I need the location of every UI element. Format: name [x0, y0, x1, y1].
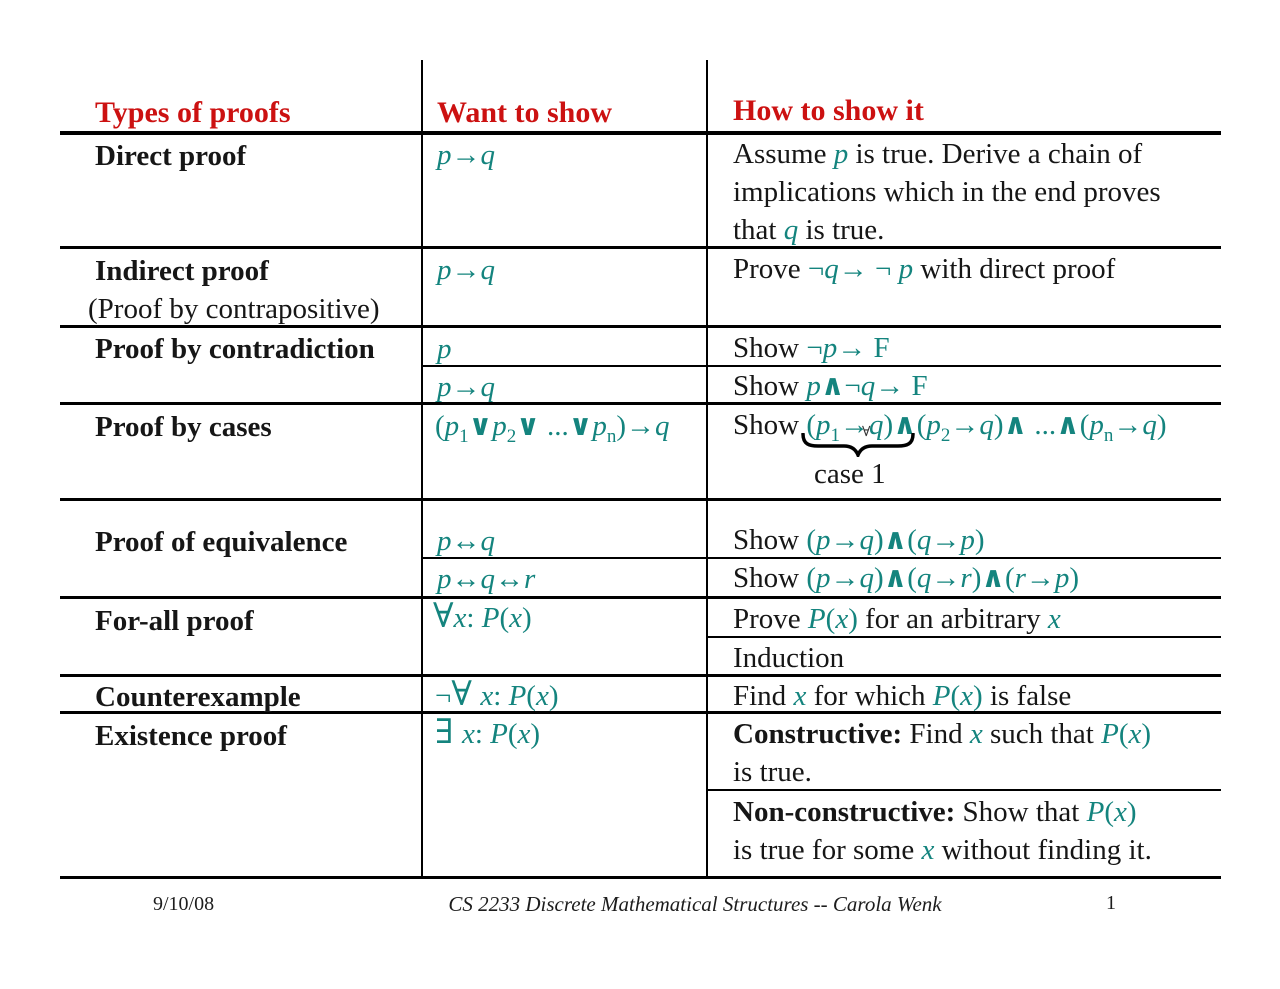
cell-existence-how-a-line2: is true. — [733, 756, 812, 788]
row-rule-equivalence — [60, 596, 1221, 599]
cell-contradiction-type: Proof by contradiction — [95, 333, 375, 365]
row-rule-counterexample — [60, 711, 1221, 714]
cell-existence-type: Existence proof — [95, 720, 287, 752]
row-rule-indirect — [60, 325, 1221, 328]
underbrace — [799, 433, 917, 457]
cell-cases-want: (p1∨p2∨ ...∨pn)→q — [435, 410, 670, 447]
cell-forall-how-a: Prove P(x) for an arbitrary x — [733, 603, 1061, 635]
cell-contradiction-want-b: p→q — [437, 371, 495, 403]
footer-course-title: CS 2233 Discrete Mathematical Structures… — [448, 892, 942, 916]
subrow-rule-existence — [706, 789, 1221, 791]
cell-indirect-type-line2: (Proof by contrapositive) — [88, 293, 380, 325]
cell-direct-how-line2: implications which in the end proves — [733, 176, 1161, 208]
case1-label: case 1 — [814, 458, 886, 490]
cell-existence-how-b-line2: is true for some x without finding it. — [733, 834, 1152, 866]
cell-indirect-how: Prove ¬q→ ¬ p with direct proof — [733, 253, 1116, 285]
cell-equivalence-how-b: Show (p→q)∧(q→r)∧(r→p) — [733, 562, 1080, 594]
cell-equivalence-want-b: p↔q↔r — [437, 563, 536, 595]
cell-existence-want: ∃ x: P(x) — [435, 714, 541, 751]
row-rule-cases — [60, 498, 1221, 501]
cell-existence-how-a-line1: Constructive: Find x such that P(x) — [733, 718, 1152, 750]
header-want-to-show: Want to show — [437, 96, 613, 129]
cell-equivalence-how-a: Show (p→q)∧(q→p) — [733, 524, 985, 556]
tiny-forall-glyph: ∀ — [862, 425, 871, 440]
cell-direct-how-line1: Assume p is true. Derive a chain of — [733, 138, 1143, 170]
cell-direct-how-line3: that q is true. — [733, 214, 885, 246]
header-how-to-show-it: How to show it — [733, 94, 924, 127]
cell-indirect-want: p→q — [437, 254, 495, 286]
cell-indirect-type-line1: Indirect proof — [95, 255, 269, 287]
row-rule-forall — [60, 674, 1221, 677]
cell-counterexample-type: Counterexample — [95, 681, 301, 713]
column-divider-1 — [421, 60, 423, 878]
header-types-of-proofs: Types of proofs — [95, 96, 291, 129]
cell-equivalence-type: Proof of equivalence — [95, 526, 348, 558]
row-rule-contradiction — [60, 402, 1221, 405]
cell-cases-how: Show (p1→q)∧(p2→q)∧ ...∧(pn→q) — [733, 409, 1167, 446]
cell-direct-type: Direct proof — [95, 140, 247, 172]
footer-page-number: 1 — [1106, 892, 1116, 914]
cell-forall-type: For-all proof — [95, 605, 254, 637]
cell-cases-type: Proof by cases — [95, 411, 272, 443]
cell-existence-how-b-line1: Non-constructive: Show that P(x) — [733, 796, 1137, 828]
header-rule — [60, 131, 1221, 135]
cell-counterexample-want: ¬∀ x: P(x) — [435, 676, 559, 713]
cell-counterexample-how: Find x for which P(x) is false — [733, 680, 1072, 712]
footer-date: 9/10/08 — [153, 893, 215, 915]
cell-contradiction-how-b: Show p∧¬q→ F — [733, 370, 928, 402]
cell-equivalence-want-a: p↔q — [437, 525, 495, 557]
cell-forall-how-b: Induction — [733, 642, 845, 674]
cell-direct-want: p→q — [437, 139, 495, 171]
subrow-rule-contradiction — [421, 365, 1221, 367]
cell-forall-want: ∀x: P(x) — [433, 598, 532, 635]
table-bottom-rule — [60, 876, 1221, 879]
row-rule-direct — [60, 246, 1221, 249]
subrow-rule-equivalence — [421, 557, 1221, 559]
cell-contradiction-want-a: p — [437, 333, 452, 365]
cell-contradiction-how-a: Show ¬p→ F — [733, 332, 890, 364]
column-divider-2 — [706, 60, 708, 878]
subrow-rule-forall — [706, 636, 1221, 638]
